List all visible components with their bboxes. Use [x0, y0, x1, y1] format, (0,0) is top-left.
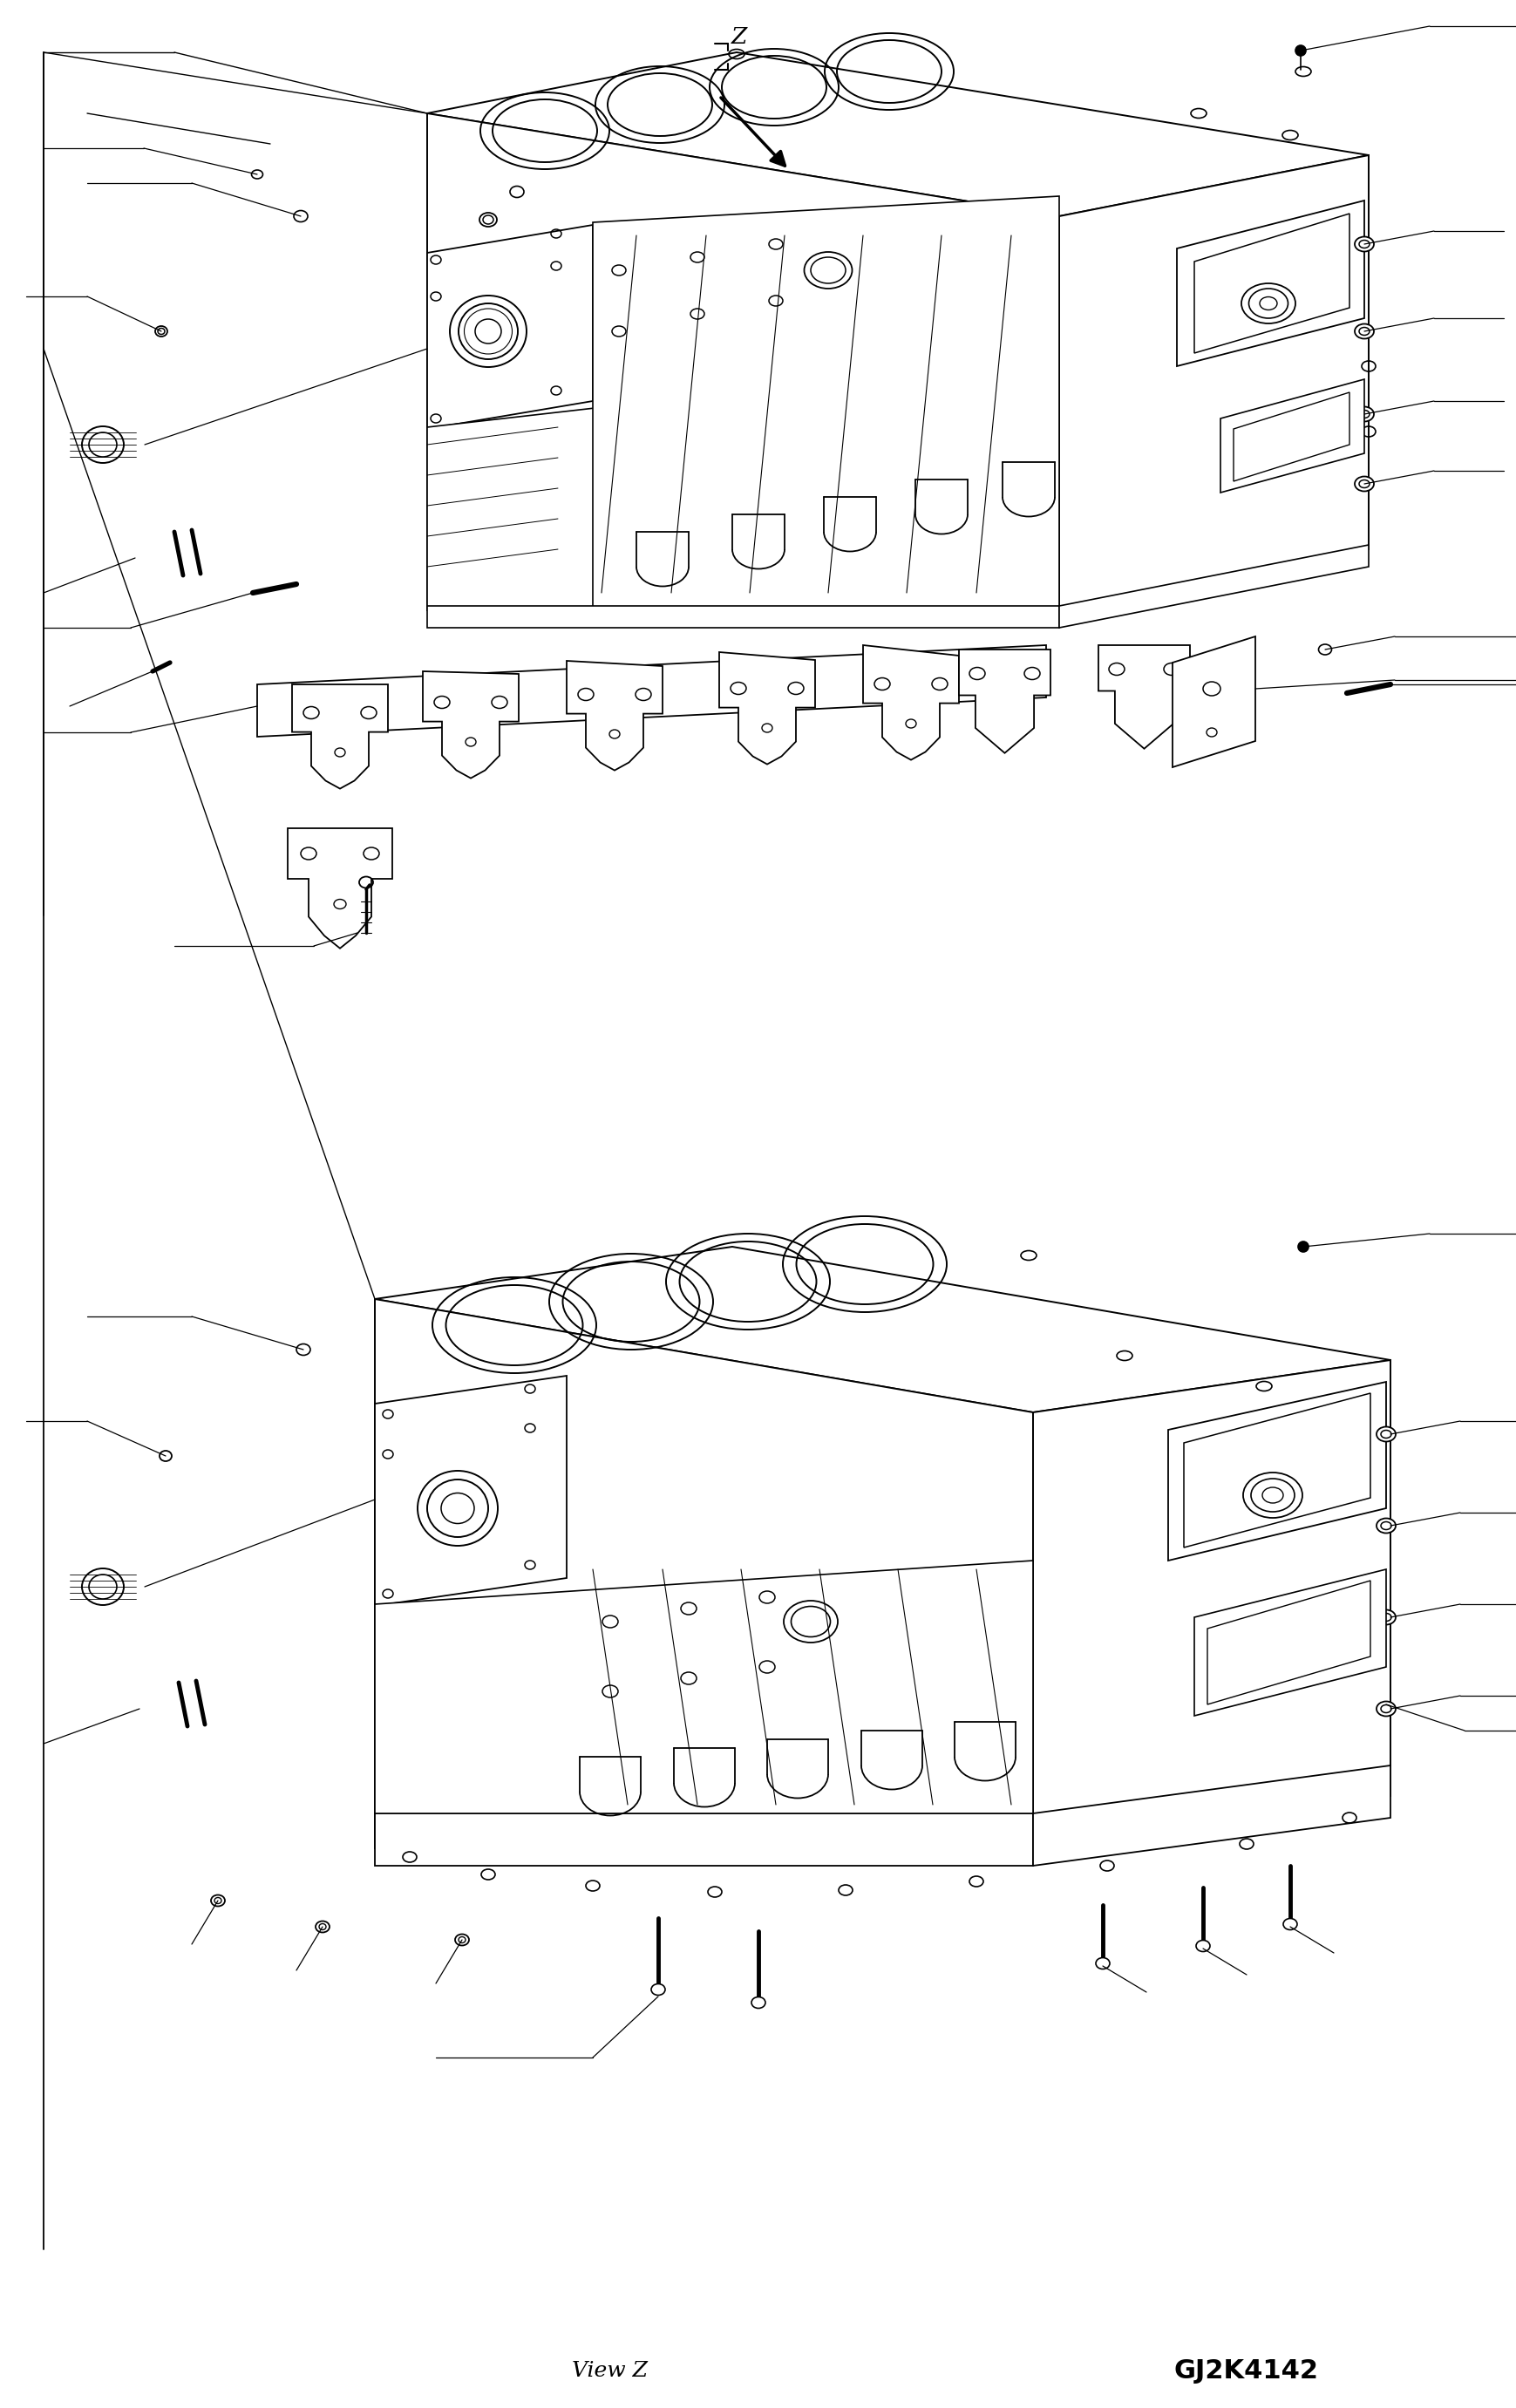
Polygon shape [428, 53, 1369, 217]
Polygon shape [428, 607, 1060, 628]
Polygon shape [374, 1247, 1390, 1413]
Polygon shape [719, 653, 816, 763]
Polygon shape [863, 645, 960, 761]
Ellipse shape [297, 1344, 311, 1356]
Polygon shape [258, 645, 1046, 737]
Ellipse shape [1355, 477, 1373, 491]
Polygon shape [960, 650, 1051, 754]
Ellipse shape [155, 325, 167, 337]
Ellipse shape [652, 1984, 666, 1996]
Text: GJ2K4142: GJ2K4142 [1175, 2360, 1319, 2384]
Ellipse shape [1355, 236, 1373, 250]
Polygon shape [293, 684, 388, 790]
Polygon shape [428, 113, 1060, 609]
Polygon shape [1176, 200, 1364, 366]
Polygon shape [1060, 154, 1369, 609]
Polygon shape [374, 1813, 1032, 1866]
Polygon shape [1032, 1765, 1390, 1866]
Ellipse shape [752, 1996, 766, 2008]
Polygon shape [423, 672, 518, 778]
Ellipse shape [1296, 46, 1305, 55]
Ellipse shape [1377, 1611, 1396, 1625]
Polygon shape [1207, 1580, 1370, 1705]
Polygon shape [1195, 214, 1349, 354]
Polygon shape [374, 1375, 567, 1606]
Polygon shape [1195, 1570, 1386, 1717]
Ellipse shape [455, 1934, 468, 1946]
Text: Z: Z [731, 26, 747, 48]
Ellipse shape [1377, 1702, 1396, 1717]
Ellipse shape [1196, 1941, 1210, 1950]
Polygon shape [374, 1298, 1032, 1849]
Ellipse shape [1377, 1428, 1396, 1442]
Polygon shape [374, 1560, 1032, 1813]
Ellipse shape [1298, 1243, 1308, 1252]
Polygon shape [593, 195, 1060, 609]
Polygon shape [1184, 1394, 1370, 1548]
Ellipse shape [1283, 1919, 1298, 1929]
Polygon shape [1099, 645, 1190, 749]
Ellipse shape [1355, 325, 1373, 340]
Polygon shape [1172, 636, 1255, 768]
Polygon shape [1234, 393, 1349, 482]
Ellipse shape [1355, 407, 1373, 421]
Polygon shape [288, 828, 393, 949]
Polygon shape [1060, 544, 1369, 628]
Ellipse shape [315, 1922, 329, 1931]
Ellipse shape [159, 1450, 171, 1462]
Polygon shape [428, 393, 732, 609]
Ellipse shape [1377, 1519, 1396, 1534]
Text: View Z: View Z [573, 2362, 649, 2382]
Ellipse shape [294, 209, 308, 222]
Polygon shape [428, 224, 593, 429]
Polygon shape [1169, 1382, 1386, 1560]
Polygon shape [567, 660, 662, 771]
Ellipse shape [211, 1895, 224, 1907]
Ellipse shape [1319, 645, 1331, 655]
Polygon shape [1032, 1361, 1390, 1849]
Polygon shape [1220, 378, 1364, 494]
Ellipse shape [1096, 1958, 1110, 1970]
